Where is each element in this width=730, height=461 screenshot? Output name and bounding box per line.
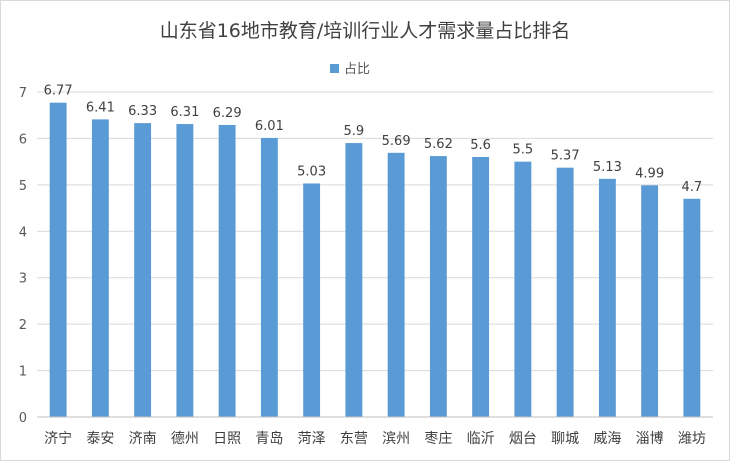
bar bbox=[345, 143, 363, 418]
x-axis-categories: 济宁 泰安 济南 德州 日照 青岛 菏泽 东营 滨州 枣庄 临沂 烟台 聊城 威海 淄博 潍坊 bbox=[44, 430, 706, 447]
bar bbox=[683, 198, 701, 417]
data-label: 5.5 bbox=[513, 143, 534, 158]
bar bbox=[641, 185, 659, 417]
data-label: 5.9 bbox=[344, 124, 365, 139]
x-category-label: 菏泽 bbox=[298, 431, 326, 447]
y-tick-label: 3 bbox=[19, 272, 27, 287]
y-tick-label: 4 bbox=[19, 225, 27, 240]
bar bbox=[303, 183, 321, 417]
data-label: 6.01 bbox=[255, 119, 284, 134]
bar bbox=[556, 167, 574, 417]
bar bbox=[429, 156, 447, 418]
y-tick-label: 2 bbox=[19, 318, 27, 333]
x-category-label: 威海 bbox=[593, 431, 621, 447]
data-label: 4.99 bbox=[635, 166, 664, 181]
bar bbox=[49, 102, 67, 417]
bar bbox=[218, 124, 236, 417]
data-label: 6.29 bbox=[213, 106, 242, 121]
bar bbox=[598, 178, 616, 417]
x-category-label: 济宁 bbox=[44, 430, 72, 447]
legend-swatch bbox=[330, 64, 339, 73]
x-category-label: 日照 bbox=[213, 431, 241, 447]
data-label: 6.77 bbox=[44, 84, 73, 99]
data-label: 4.7 bbox=[682, 180, 703, 195]
x-category-label: 淄博 bbox=[636, 430, 664, 447]
y-tick-label: 6 bbox=[19, 132, 27, 147]
bars bbox=[49, 102, 701, 418]
bar bbox=[260, 137, 278, 417]
y-tick-label: 1 bbox=[19, 365, 27, 380]
x-category-label: 聊城 bbox=[551, 431, 579, 447]
data-labels: 6.77 6.41 6.33 6.31 6.29 6.01 5.03 5.9 5.69 5.62 5… bbox=[44, 84, 703, 195]
x-category-label: 济南 bbox=[129, 431, 157, 447]
bar bbox=[91, 119, 109, 418]
legend-label: 占比 bbox=[344, 62, 370, 77]
data-label: 6.31 bbox=[170, 105, 199, 120]
x-category-label: 东营 bbox=[340, 431, 368, 447]
x-category-label: 德州 bbox=[171, 431, 199, 447]
bar bbox=[176, 124, 194, 418]
data-label: 5.69 bbox=[382, 134, 411, 149]
x-category-label: 潍坊 bbox=[678, 431, 706, 447]
bar bbox=[387, 152, 405, 418]
data-label: 5.62 bbox=[424, 137, 453, 152]
legend: 占比 bbox=[330, 62, 370, 77]
y-tick-label: 0 bbox=[19, 411, 27, 426]
y-axis-ticks: 0 1 2 3 4 5 6 7 bbox=[19, 86, 27, 426]
chart-title: 山东省16地市教育/培训行业人才需求量占比排名 bbox=[160, 20, 571, 42]
data-label: 5.37 bbox=[551, 149, 580, 164]
data-label: 5.03 bbox=[297, 164, 326, 179]
x-category-label: 临沂 bbox=[467, 431, 495, 447]
y-tick-label: 7 bbox=[19, 86, 27, 101]
x-category-label: 泰安 bbox=[86, 431, 114, 447]
data-label: 5.13 bbox=[593, 160, 622, 175]
data-label: 5.6 bbox=[470, 138, 491, 153]
bar bbox=[514, 161, 532, 417]
bar bbox=[472, 157, 490, 417]
data-label: 6.41 bbox=[86, 100, 115, 115]
data-label: 6.33 bbox=[128, 104, 157, 119]
bar bbox=[134, 123, 152, 417]
x-category-label: 青岛 bbox=[255, 431, 283, 447]
x-category-label: 滨州 bbox=[382, 431, 410, 447]
x-category-label: 烟台 bbox=[509, 431, 537, 447]
x-category-label: 枣庄 bbox=[424, 430, 452, 447]
y-tick-label: 5 bbox=[19, 179, 27, 194]
